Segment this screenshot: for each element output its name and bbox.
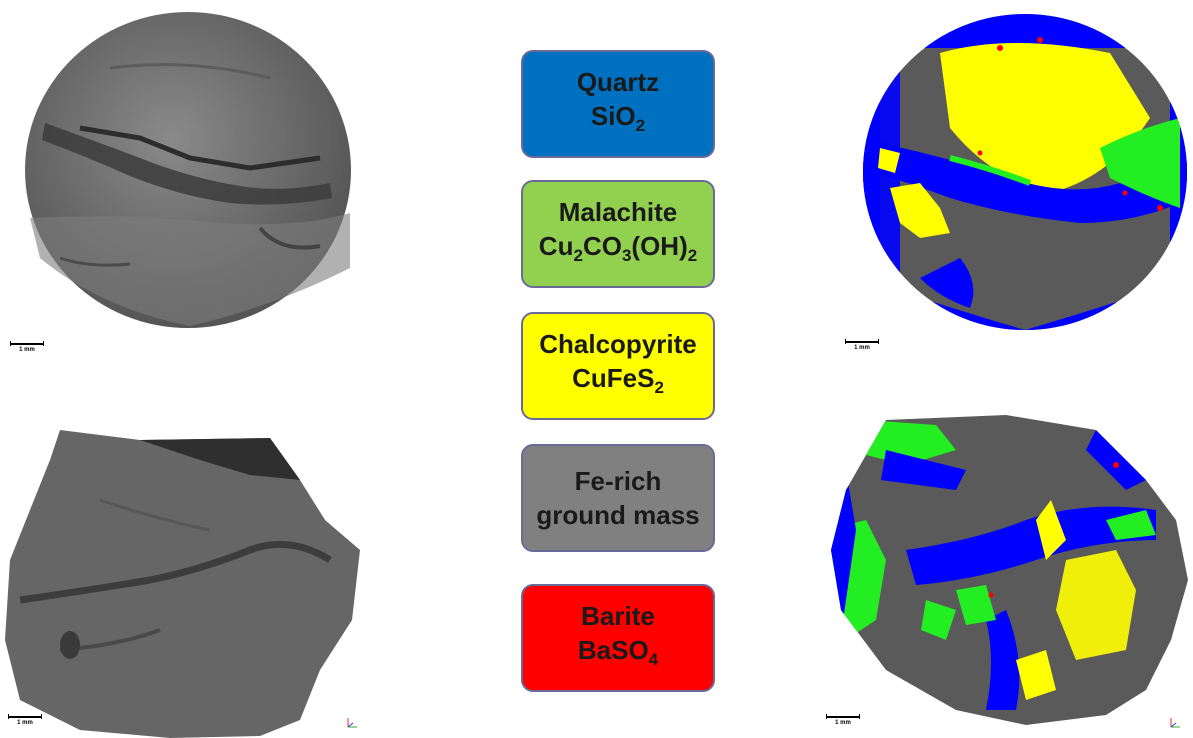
scale-label: 1 mm	[835, 720, 851, 726]
legend-mineral-name: Malachite	[558, 196, 678, 227]
scale-label: 1 mm	[17, 720, 33, 726]
axes-icon	[347, 718, 357, 728]
scale-bar-top-right: 1 mm	[845, 339, 879, 351]
legend-formula: ground mass	[536, 500, 700, 530]
legend-mineral-name: Quartz	[576, 66, 660, 97]
raw-scan-bottom	[0, 420, 362, 738]
raw-scan-top	[20, 8, 360, 330]
scale-bar-bottom-right: 1 mm	[826, 714, 860, 726]
legend-item-chalcopyrite: Chalcopyrite CuFeS2	[521, 312, 715, 420]
legend-formula: SiO2	[590, 100, 646, 136]
scale-bar-bottom-left: 1 mm	[8, 714, 42, 726]
legend-formula: Cu2CO3(OH)2	[538, 230, 698, 266]
sample-fragment	[5, 430, 360, 738]
dark-vein	[42, 123, 332, 205]
axes-icon	[1170, 718, 1180, 728]
legend-item-fe-rich: Fe-rich ground mass	[521, 444, 715, 552]
scale-bar-top-left: 1 mm	[10, 341, 44, 353]
legend-item-barite: Barite BaSO4	[521, 584, 715, 692]
legend-item-quartz: Quartz SiO2	[521, 50, 715, 158]
legend-formula: BaSO4	[577, 634, 659, 670]
legend-mineral-name: Chalcopyrite	[539, 328, 697, 359]
legend-formula: CuFeS2	[572, 362, 664, 398]
scale-label: 1 mm	[854, 345, 870, 351]
scale-label: 1 mm	[19, 347, 35, 353]
legend-mineral-name: Barite	[581, 600, 655, 631]
segmented-scan-bottom	[826, 410, 1190, 730]
legend-item-malachite: Malachite Cu2CO3(OH)2	[521, 180, 715, 288]
segmented-scan-top	[860, 8, 1190, 330]
legend-mineral-name: Fe-rich	[574, 466, 662, 496]
